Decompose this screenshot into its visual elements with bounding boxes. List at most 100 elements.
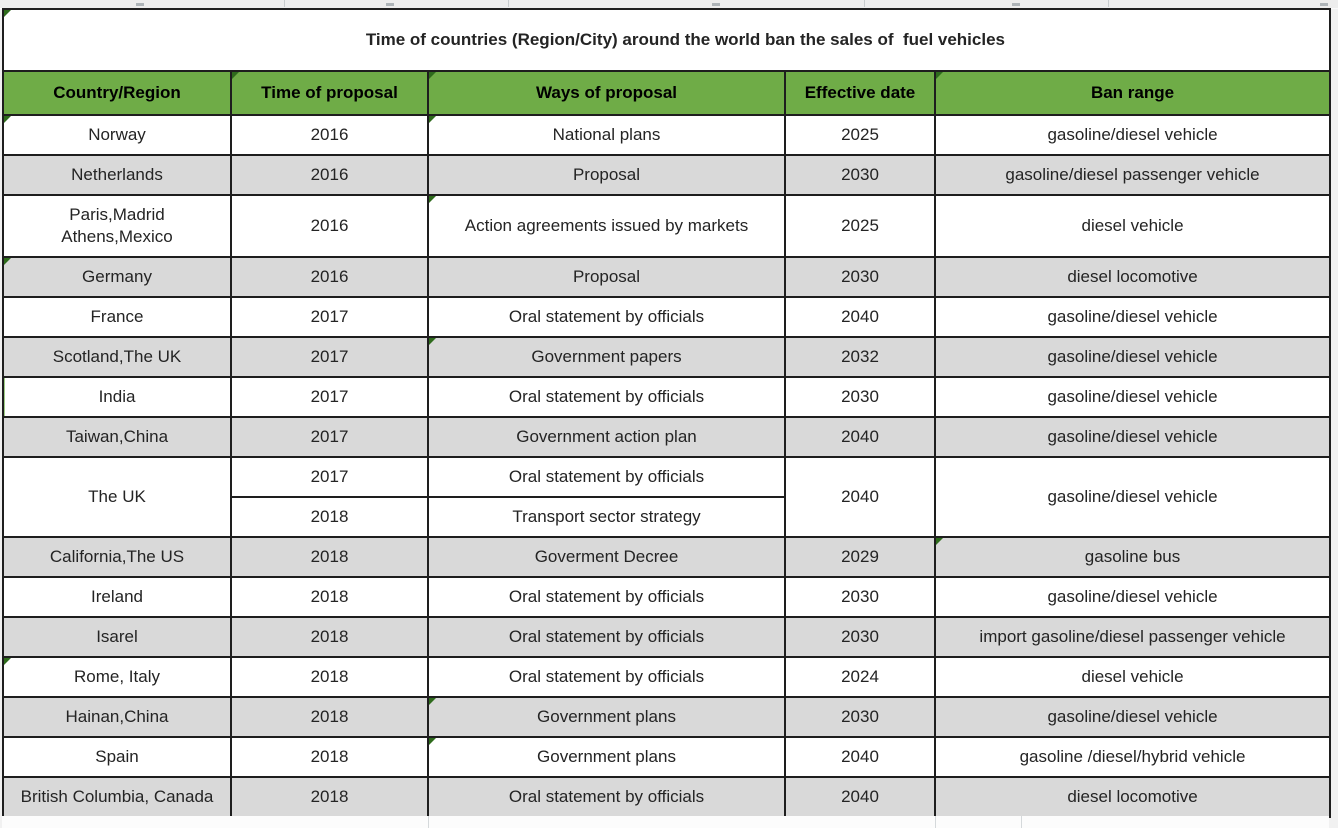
cell-effective-date[interactable]: 2040 (784, 416, 936, 458)
row-british-columbia-canada: British Columbia, Canada 2018 Oral state… (2, 776, 1332, 818)
row-paris-madrid-athens-mexico: Paris,Madrid Athens,Mexico 2016 Action a… (2, 194, 1332, 258)
cell-time-of-proposal[interactable]: 2016 (230, 256, 429, 298)
row-netherlands: Netherlands 2016 Proposal 2030 gasoline/… (2, 154, 1332, 196)
cell-ban-range[interactable]: gasoline /diesel/hybrid vehicle (933, 736, 1332, 778)
table-title-cell[interactable]: Time of countries (Region/City) around t… (1, 8, 1332, 72)
cell-ways-of-proposal[interactable]: Proposal (427, 154, 786, 196)
cell-country[interactable]: Rome, Italy (2, 656, 232, 698)
cell-country[interactable]: Paris,Madrid Athens,Mexico (2, 194, 232, 258)
cell-ban-range[interactable]: diesel vehicle (933, 656, 1332, 698)
cell-ways-of-proposal[interactable]: Transport sector strategy (427, 496, 786, 538)
cell-country[interactable]: France (2, 296, 232, 338)
cell-ways-of-proposal[interactable]: National plans (427, 114, 786, 156)
cell-country[interactable]: British Columbia, Canada (2, 776, 232, 818)
cell-ways-of-proposal[interactable]: Oral statement by officials (427, 296, 786, 338)
cell-effective-date[interactable]: 2030 (784, 376, 936, 418)
cell-country[interactable]: Isarel (2, 616, 232, 658)
cell-effective-date[interactable]: 2030 (784, 576, 936, 618)
cell-ways-of-proposal[interactable]: Government action plan (427, 416, 786, 458)
cell-time-of-proposal[interactable]: 2016 (230, 154, 429, 196)
sheet-gridline (428, 816, 429, 828)
cell-ban-range[interactable]: diesel locomotive (933, 256, 1332, 298)
cell-flag-icon (5, 659, 11, 665)
cell-effective-date[interactable]: 2029 (784, 536, 936, 578)
cell-country[interactable]: Hainan,China (2, 696, 232, 738)
cell-ways-of-proposal[interactable]: Oral statement by officials (427, 376, 786, 418)
sheet-gridline (1021, 816, 1022, 828)
cell-effective-date[interactable]: 2025 (784, 114, 936, 156)
cell-ban-range[interactable]: gasoline/diesel vehicle (933, 296, 1332, 338)
cell-ways-of-proposal[interactable]: Oral statement by officials (427, 576, 786, 618)
cell-effective-date[interactable]: 2040 (784, 736, 936, 778)
cell-ban-range[interactable]: gasoline bus (933, 536, 1332, 578)
col-header-effective-date[interactable]: Effective date (784, 70, 936, 116)
cell-time-of-proposal[interactable]: 2018 (230, 496, 429, 538)
cell-ban-range[interactable]: gasoline/diesel passenger vehicle (933, 154, 1332, 196)
cell-effective-date[interactable]: 2030 (784, 256, 936, 298)
cell-effective-date[interactable]: 2040 (784, 776, 936, 818)
cell-ban-range[interactable]: gasoline/diesel vehicle (933, 336, 1332, 378)
cell-country[interactable]: Germany (2, 256, 232, 298)
cell-country[interactable]: Netherlands (2, 154, 232, 196)
cell-country[interactable]: Spain (2, 736, 232, 778)
cell-time-of-proposal[interactable]: 2017 (230, 376, 429, 418)
cell-ways-of-proposal[interactable]: Action agreements issued by markets (427, 194, 786, 258)
cell-time-of-proposal[interactable]: 2018 (230, 656, 429, 698)
cell-effective-date[interactable]: 2025 (784, 194, 936, 258)
cell-country[interactable]: The UK (2, 456, 232, 538)
cell-ways-of-proposal[interactable]: Oral statement by officials (427, 656, 786, 698)
cell-effective-date[interactable]: 2032 (784, 336, 936, 378)
cell-country[interactable]: California,The US (2, 536, 232, 578)
cell-time-of-proposal[interactable]: 2016 (230, 114, 429, 156)
cell-time-of-proposal[interactable]: 2017 (230, 336, 429, 378)
row-isarel: Isarel 2018 Oral statement by officials … (2, 616, 1332, 658)
cell-effective-date[interactable]: 2024 (784, 656, 936, 698)
cell-time-of-proposal[interactable]: 2017 (230, 416, 429, 458)
cell-time-of-proposal[interactable]: 2018 (230, 696, 429, 738)
cell-effective-date[interactable]: 2040 (784, 456, 936, 538)
cell-effective-date[interactable]: 2030 (784, 616, 936, 658)
cell-ways-of-proposal[interactable]: Oral statement by officials (427, 616, 786, 658)
cell-effective-date[interactable]: 2040 (784, 296, 936, 338)
cell-time-of-proposal[interactable]: 2016 (230, 194, 429, 258)
cell-time-of-proposal[interactable]: 2018 (230, 536, 429, 578)
cell-effective-date[interactable]: 2030 (784, 696, 936, 738)
cell-ban-range[interactable]: gasoline/diesel vehicle (933, 416, 1332, 458)
col-header-ban-range[interactable]: Ban range (933, 70, 1332, 116)
row-rome-italy: Rome, Italy 2018 Oral statement by offic… (2, 656, 1332, 698)
clipped-cell-text (1320, 3, 1328, 6)
cell-time-of-proposal[interactable]: 2018 (230, 576, 429, 618)
cell-ban-range[interactable]: diesel locomotive (933, 776, 1332, 818)
cell-ways-of-proposal[interactable]: Goverment Decree (427, 536, 786, 578)
cell-ban-range[interactable]: diesel vehicle (933, 194, 1332, 258)
cell-country[interactable]: Ireland (2, 576, 232, 618)
cell-country[interactable]: India (2, 376, 232, 418)
cell-time-of-proposal[interactable]: 2017 (230, 456, 429, 498)
cell-ban-range[interactable]: gasoline/diesel vehicle (933, 456, 1332, 538)
cell-country[interactable]: Taiwan,China (2, 416, 232, 458)
cell-ban-range[interactable]: gasoline/diesel vehicle (933, 576, 1332, 618)
col-header-ways-of-proposal[interactable]: Ways of proposal (427, 70, 786, 116)
row-scotland-the-uk: Scotland,The UK 2017 Government papers 2… (2, 336, 1332, 378)
col-header-country-region[interactable]: Country/Region (2, 70, 232, 116)
cell-time-of-proposal[interactable]: 2018 (230, 736, 429, 778)
cell-ways-of-proposal[interactable]: Government plans (427, 696, 786, 738)
cell-country[interactable]: Scotland,The UK (2, 336, 232, 378)
cell-time-of-proposal[interactable]: 2018 (230, 776, 429, 818)
col-header-time-of-proposal[interactable]: Time of proposal (230, 70, 429, 116)
cell-ways-of-proposal[interactable]: Proposal (427, 256, 786, 298)
cell-ways-of-proposal[interactable]: Government papers (427, 336, 786, 378)
cell-time-of-proposal[interactable]: 2018 (230, 616, 429, 658)
cell-ways-of-proposal[interactable]: Oral statement by officials (427, 456, 786, 498)
row-ireland: Ireland 2018 Oral statement by officials… (2, 576, 1332, 618)
cell-ways-of-proposal[interactable]: Oral statement by officials (427, 776, 786, 818)
cell-ways-of-proposal[interactable]: Government plans (427, 736, 786, 778)
cell-effective-date[interactable]: 2030 (784, 154, 936, 196)
clipped-cell-text (1012, 3, 1020, 6)
cell-country[interactable]: Norway (2, 114, 232, 156)
cell-time-of-proposal[interactable]: 2017 (230, 296, 429, 338)
cell-ban-range[interactable]: gasoline/diesel vehicle (933, 376, 1332, 418)
cell-ban-range[interactable]: gasoline/diesel vehicle (933, 696, 1332, 738)
cell-ban-range[interactable]: gasoline/diesel vehicle (933, 114, 1332, 156)
cell-ban-range[interactable]: import gasoline/diesel passenger vehicle (933, 616, 1332, 658)
